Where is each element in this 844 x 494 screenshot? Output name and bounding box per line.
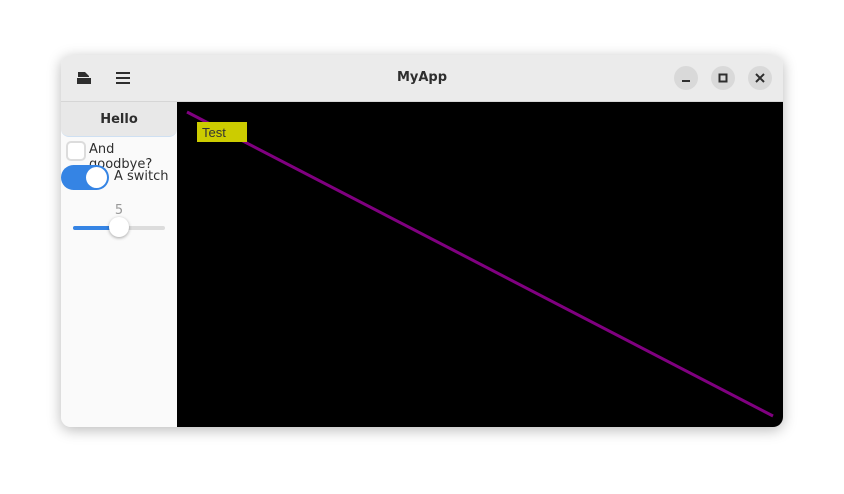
sidebar: Hello And goodbye? A switch 5 [61, 102, 177, 427]
minimize-button[interactable] [674, 66, 698, 90]
window-title: MyApp [396, 70, 448, 85]
drawing-canvas[interactable]: Test [177, 102, 783, 427]
app-window: MyApp Hello And goodbye? A switch 5 Test [61, 55, 783, 427]
test-label-background [197, 122, 247, 142]
hamburger-menu-icon [116, 72, 130, 84]
a-switch-toggle[interactable] [61, 165, 109, 190]
document-open-icon [77, 72, 91, 84]
minimize-icon [682, 80, 690, 82]
close-button[interactable] [748, 66, 772, 90]
maximize-icon [718, 73, 728, 83]
test-label: Test [202, 125, 226, 140]
slider-knob[interactable] [109, 217, 129, 237]
switch-knob [86, 167, 107, 188]
header-bar: MyApp [61, 55, 783, 102]
slider-value: 5 [114, 203, 124, 218]
main-menu-button[interactable] [112, 66, 136, 90]
close-icon [755, 73, 765, 83]
goodbye-checkbox[interactable] [66, 141, 86, 161]
maximize-button[interactable] [711, 66, 735, 90]
diagonal-line [186, 110, 774, 418]
open-button[interactable] [72, 66, 96, 90]
slider-fill [73, 226, 119, 230]
switch-label: A switch [114, 169, 169, 184]
hello-button[interactable]: Hello [61, 102, 177, 137]
slider[interactable] [73, 217, 165, 237]
